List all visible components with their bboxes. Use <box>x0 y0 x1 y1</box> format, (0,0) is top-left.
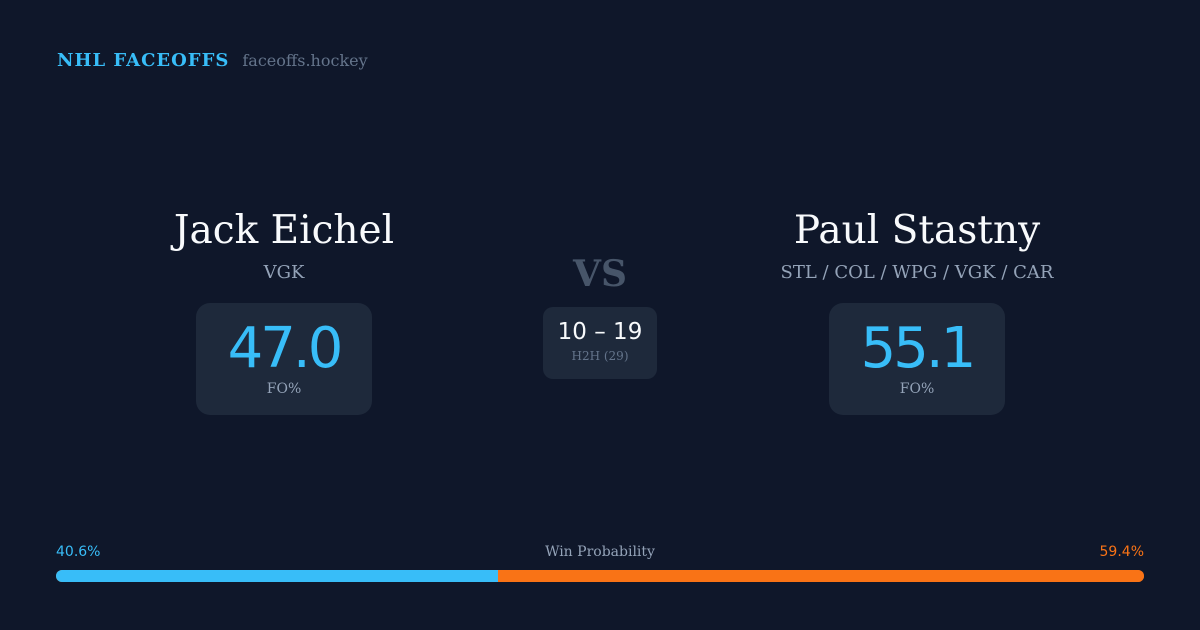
fo-percentage: 47.0 <box>227 316 344 381</box>
player-name: Jack Eichel <box>173 208 395 253</box>
fo-label: FO% <box>899 381 935 397</box>
player-right: Paul Stastny STL / COL / WPG / VGK / CAR… <box>707 208 1127 415</box>
brand-header: NHL FACEOFFS faceoffs.hockey <box>57 50 368 71</box>
fo-percentage: 55.1 <box>860 316 977 381</box>
win-prob-bar <box>56 570 1144 582</box>
player-left: Jack Eichel VGK 47.0 FO% <box>74 208 494 415</box>
h2h-score: 10 – 19 <box>557 319 643 345</box>
player-name: Paul Stastny <box>793 208 1041 253</box>
fo-card: 55.1 FO% <box>828 303 1006 415</box>
h2h-label: H2H (29) <box>571 349 629 363</box>
fo-label: FO% <box>266 381 302 397</box>
win-prob-left: 40.6% <box>56 544 101 560</box>
win-prob-bar-right <box>497 570 1144 582</box>
fo-card: 47.0 FO% <box>195 303 373 415</box>
win-prob-bar-left <box>56 570 498 582</box>
brand-site: faceoffs.hockey <box>242 51 368 70</box>
win-prob-label: Win Probability <box>545 544 655 560</box>
brand-title: NHL FACEOFFS <box>57 50 230 71</box>
win-probability: 40.6% Win Probability 59.4% <box>56 544 1144 582</box>
vs-label: VS <box>573 253 627 295</box>
win-prob-right: 59.4% <box>1099 544 1144 560</box>
h2h-card: 10 – 19 H2H (29) <box>543 307 657 379</box>
player-team: VGK <box>263 262 305 283</box>
player-team: STL / COL / WPG / VGK / CAR <box>780 262 1054 283</box>
